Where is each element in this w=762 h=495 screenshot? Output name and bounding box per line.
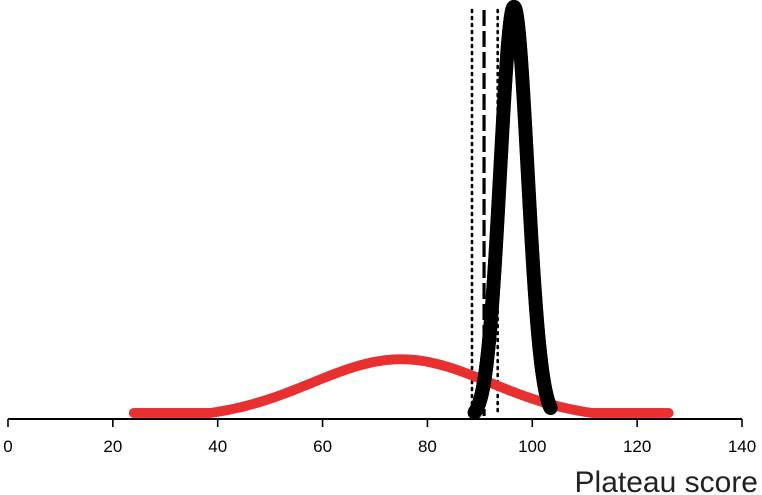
x-tick-label: 40	[208, 437, 227, 456]
density-curves	[128, 0, 674, 420]
x-tick-label: 120	[623, 437, 651, 456]
x-axis: 0 20 40 60 80 100 120 140	[3, 418, 756, 456]
x-tick-label: 0	[3, 437, 12, 456]
x-tick-label: 100	[518, 437, 546, 456]
x-tick-label: 60	[313, 437, 332, 456]
x-tick-label: 20	[103, 437, 122, 456]
posterior-density-series	[467, 0, 558, 420]
density-point	[543, 401, 558, 416]
prior-density-series	[128, 354, 674, 418]
x-tick-label: 80	[418, 437, 437, 456]
x-axis-title: Plateau score	[575, 466, 758, 495]
x-tick-label: 140	[728, 437, 756, 456]
density-point	[663, 408, 674, 418]
